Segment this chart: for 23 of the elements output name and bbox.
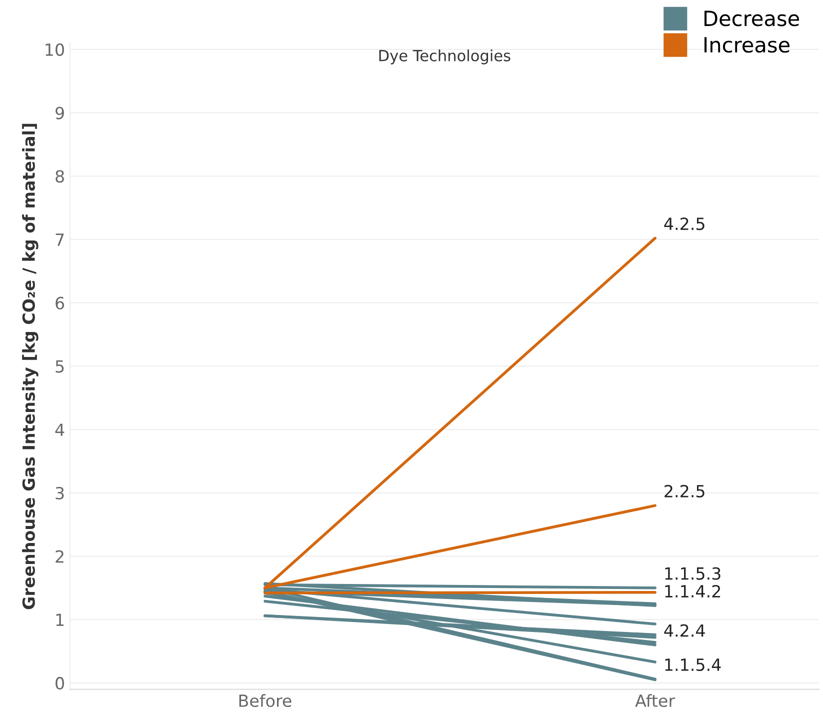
- y-tick-label: 4: [55, 424, 64, 436]
- annotation: 2.2.5: [664, 484, 704, 498]
- y-tick-label: 7: [56, 234, 64, 246]
- y-tick-label: 6: [56, 296, 64, 310]
- x-tick-label: After: [635, 694, 676, 708]
- x-tick-label: Before: [239, 694, 292, 708]
- y-tick-label: 0: [56, 676, 64, 690]
- annotation: 1.1.4.2: [665, 584, 720, 598]
- annotation: 4.2.5: [664, 218, 704, 230]
- y-tick-label: 5: [56, 360, 64, 373]
- y-tick-label: 8: [56, 170, 64, 183]
- annotation: 1.1.5.3: [665, 567, 720, 580]
- y-axis-title: Greenhouse Gas Intensity [kg CO₂e / kg of material]: [22, 124, 38, 610]
- legend-label: Decrease: [704, 10, 800, 26]
- y-tick-label: 3: [56, 486, 64, 500]
- legend-label: Increase: [704, 37, 790, 53]
- y-tick-label: 9: [56, 106, 64, 120]
- y-tick-label: 10: [46, 43, 64, 56]
- y-tick-label: 1: [56, 614, 64, 626]
- annotation: 1.1.5.4: [665, 658, 721, 672]
- annotation: 4.2.4: [664, 624, 705, 637]
- chart-title: Dye Technologies: [379, 50, 510, 64]
- y-tick-label: 2: [56, 550, 64, 563]
